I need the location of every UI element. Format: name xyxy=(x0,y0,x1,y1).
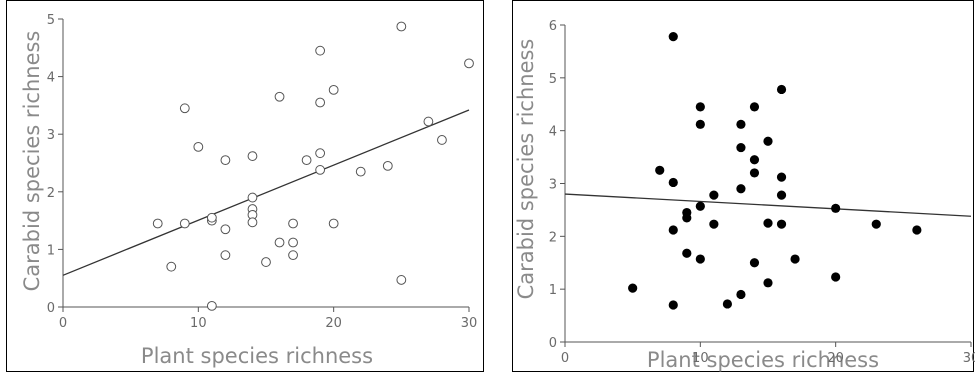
left-data-point xyxy=(247,192,258,203)
right-data-point xyxy=(695,119,705,129)
right-data-point xyxy=(736,142,746,153)
right-trend-line xyxy=(564,193,972,217)
right-x-tick-label: 30 xyxy=(963,351,975,366)
left-data-point xyxy=(261,257,271,267)
left-data-point xyxy=(396,21,407,32)
left-data-point xyxy=(464,58,474,69)
left-data-point xyxy=(193,141,204,152)
right-y-tick-label: 5 xyxy=(549,72,557,87)
left-data-point xyxy=(220,250,231,261)
right-data-point xyxy=(831,203,841,213)
left-y-tick-label: 5 xyxy=(47,13,55,28)
right-scatter-plot: Plant species richness Carabid species r… xyxy=(514,19,975,372)
right-y-tick-label: 6 xyxy=(549,19,557,34)
right-data-point xyxy=(763,218,773,228)
right-x-axis-title: Plant species richness xyxy=(647,348,879,372)
left-data-point xyxy=(288,250,298,261)
left-data-point xyxy=(315,148,326,159)
right-data-point xyxy=(763,278,773,288)
left-x-axis-title: Plant species richness xyxy=(141,344,373,368)
left-trend-line xyxy=(62,109,470,276)
left-y-tick-label: 0 xyxy=(47,301,55,316)
right-data-point xyxy=(736,119,746,129)
right-data-point xyxy=(695,102,705,112)
right-data-point xyxy=(912,225,922,235)
left-data-point xyxy=(274,237,285,248)
left-chart-panel: Plant species richness Carabid species r… xyxy=(6,0,484,372)
right-data-point xyxy=(722,299,732,309)
left-data-point xyxy=(396,275,407,285)
right-data-point xyxy=(736,289,746,300)
left-x-tick-label: 20 xyxy=(325,316,342,331)
left-y-tick-label: 2 xyxy=(47,186,55,201)
left-data-point xyxy=(179,218,190,229)
right-data-point xyxy=(776,219,787,229)
left-data-point xyxy=(288,218,298,229)
right-y-tick-label: 0 xyxy=(549,336,557,351)
right-data-point xyxy=(871,219,881,229)
right-data-point xyxy=(763,136,773,146)
left-data-point xyxy=(328,84,339,95)
right-data-point xyxy=(668,32,678,42)
right-y-tick-label: 3 xyxy=(549,178,557,193)
left-data-point xyxy=(437,135,447,145)
right-data-point xyxy=(776,172,787,182)
left-y-axis-title: Carabid species richness xyxy=(20,31,44,292)
left-y-tick-label: 4 xyxy=(47,71,55,86)
left-data-point xyxy=(355,166,366,177)
left-data-point xyxy=(247,151,258,161)
left-y-tick-label: 3 xyxy=(47,128,55,143)
right-x-tick-label: 20 xyxy=(827,351,844,366)
right-y-tick-label: 4 xyxy=(549,125,557,140)
left-data-point xyxy=(315,97,326,108)
left-data-point xyxy=(423,116,434,127)
left-y-tick-label: 1 xyxy=(47,243,55,258)
left-data-point xyxy=(382,160,393,171)
left-data-point xyxy=(206,212,217,223)
right-data-point xyxy=(695,201,705,211)
right-data-point xyxy=(749,102,760,112)
left-data-point xyxy=(166,261,177,272)
right-data-point xyxy=(749,155,760,165)
left-data-point xyxy=(220,224,231,235)
left-x-tick-label: 0 xyxy=(59,316,67,331)
left-data-point xyxy=(179,103,190,114)
right-y-axis-title: Carabid species richness xyxy=(514,39,538,300)
right-data-point xyxy=(709,219,719,229)
right-data-point xyxy=(831,272,841,282)
left-data-point xyxy=(315,165,326,175)
right-y-tick-label: 1 xyxy=(549,283,557,298)
right-data-point xyxy=(776,190,787,200)
right-y-tick-label: 2 xyxy=(549,230,557,245)
right-data-point xyxy=(709,190,719,200)
left-data-point xyxy=(288,237,298,248)
right-data-point xyxy=(668,300,678,310)
left-x-tick-label: 10 xyxy=(190,316,207,331)
right-data-point xyxy=(695,254,705,264)
right-data-point xyxy=(682,248,692,258)
right-data-point xyxy=(682,213,692,223)
right-data-point xyxy=(668,225,678,235)
left-data-point xyxy=(206,300,217,311)
right-data-point xyxy=(749,168,760,178)
left-data-point xyxy=(328,218,339,229)
left-data-point xyxy=(315,45,326,56)
right-chart-panel: Plant species richness Carabid species r… xyxy=(512,0,975,372)
right-data-point xyxy=(628,283,638,293)
right-x-tick-label: 0 xyxy=(561,351,569,366)
right-data-point xyxy=(668,177,678,188)
left-data-point xyxy=(301,155,312,166)
right-data-point xyxy=(790,254,800,264)
left-data-point xyxy=(220,155,231,166)
left-x-tick-label: 30 xyxy=(461,316,478,331)
left-data-point xyxy=(274,91,285,102)
right-data-point xyxy=(776,84,787,95)
left-scatter-plot: Plant species richness Carabid species r… xyxy=(20,13,478,368)
left-data-point xyxy=(247,217,258,228)
right-x-tick-label: 10 xyxy=(692,351,709,366)
right-data-point xyxy=(749,258,760,268)
left-data-point xyxy=(152,218,163,229)
right-data-point xyxy=(736,184,746,194)
right-data-point xyxy=(655,165,665,175)
